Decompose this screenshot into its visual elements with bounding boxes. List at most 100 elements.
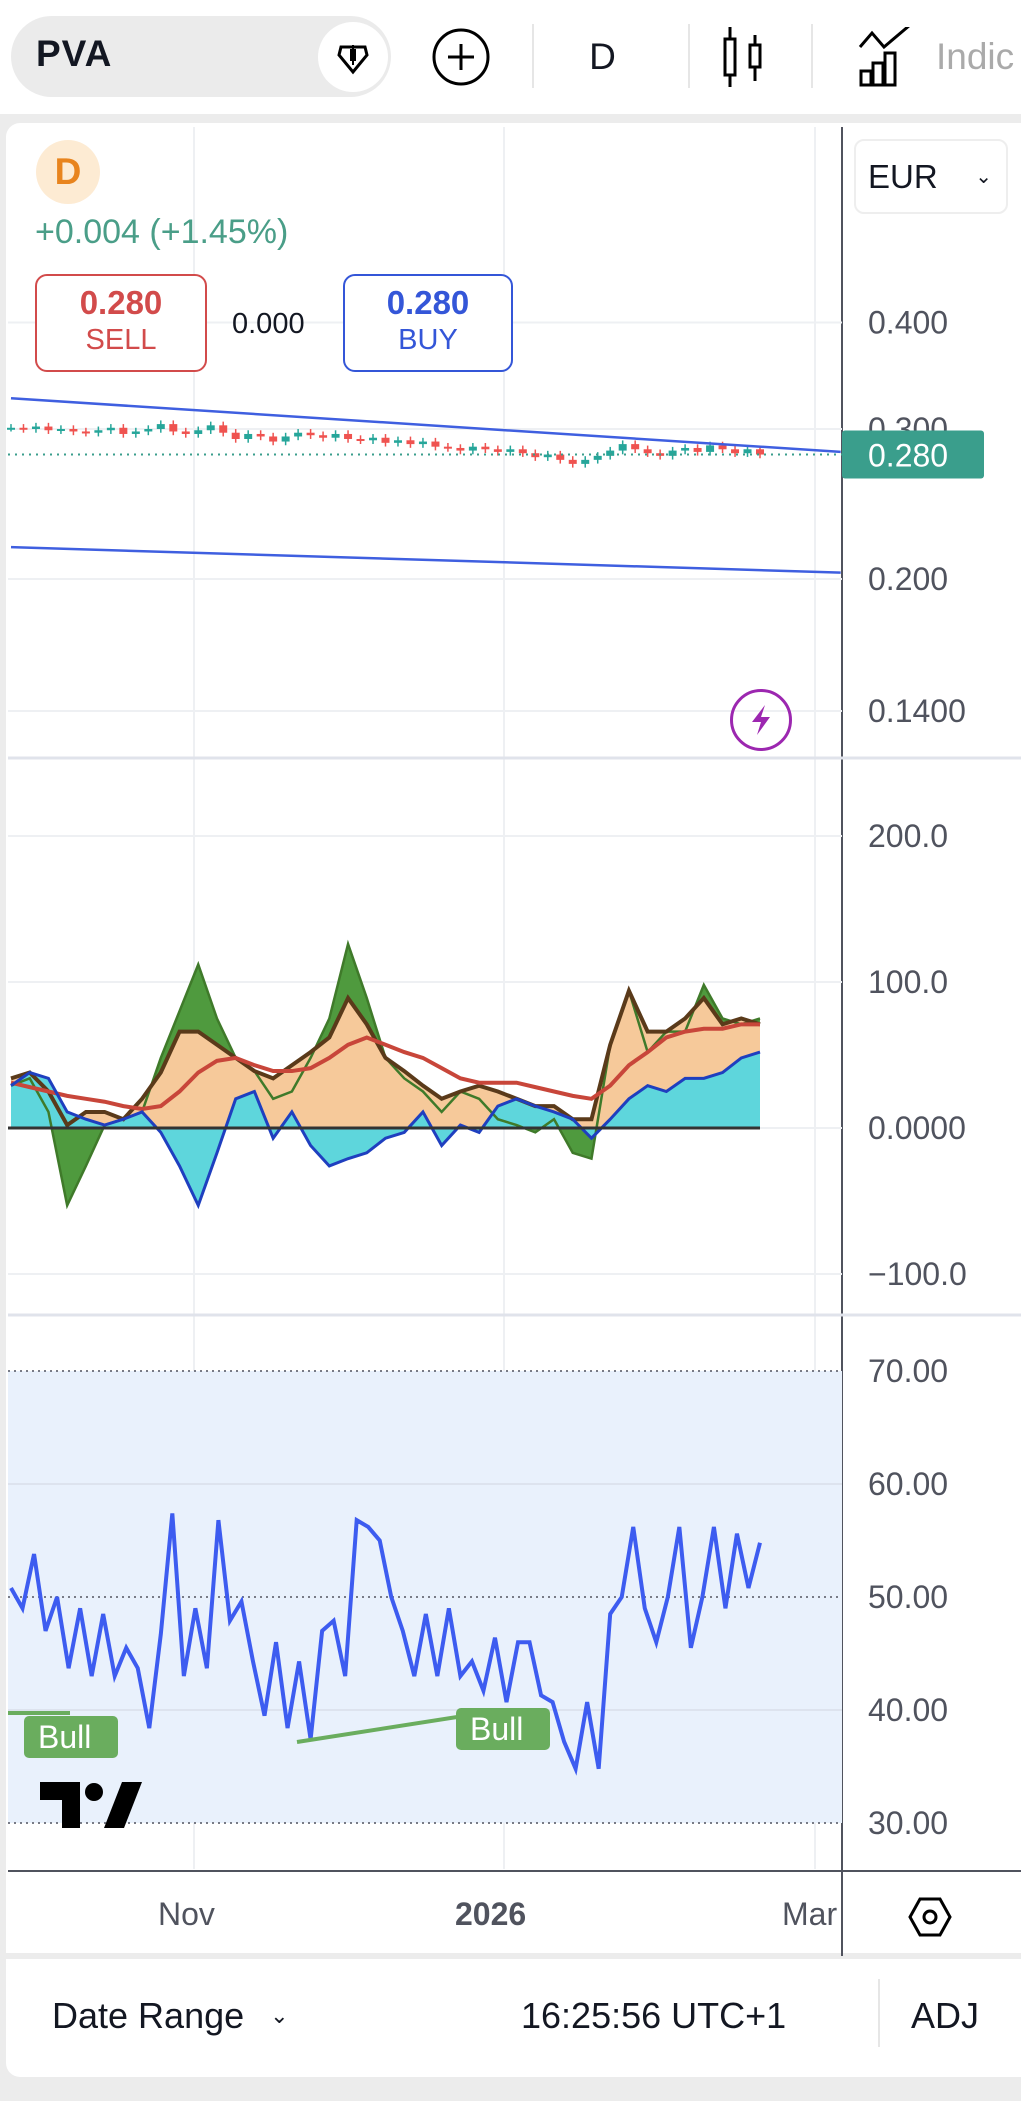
candle-body (69, 429, 78, 432)
rsi-tick-label: 70.00 (868, 1353, 948, 1389)
candle (94, 426, 103, 437)
price-change: +0.004 (+1.45%) (35, 213, 289, 251)
candle (219, 421, 228, 437)
lightning-icon[interactable] (730, 689, 792, 751)
candle-body (693, 447, 702, 452)
candle-body (506, 449, 515, 452)
symbol-name[interactable]: PVA (36, 33, 113, 74)
candle (456, 444, 465, 455)
candle (331, 430, 340, 442)
candle (643, 445, 652, 457)
candle-body (369, 437, 378, 441)
candle-body (306, 432, 315, 436)
candle (244, 430, 253, 443)
candle-body (631, 444, 640, 450)
candle-body (706, 445, 715, 452)
candle (581, 456, 590, 468)
candle-body (194, 430, 203, 434)
sell-price: 0.280 (79, 284, 163, 321)
candle (56, 425, 65, 434)
bull-label-text: Bull (470, 1711, 523, 1747)
candle (306, 429, 315, 439)
candle (31, 422, 40, 433)
candle (69, 425, 78, 436)
candle (169, 420, 178, 436)
oscillator-tick-label: 0.0000 (868, 1110, 966, 1146)
candle (19, 424, 28, 433)
candle-body (681, 447, 690, 451)
price-tick-label: 0.400 (868, 305, 948, 341)
rsi-tick-label: 40.00 (868, 1692, 948, 1728)
indicators-button[interactable]: Indic (936, 35, 1015, 77)
candle-body (7, 427, 15, 430)
date-range-label: Date Range (52, 1995, 245, 2036)
candle (443, 443, 452, 452)
candle (44, 422, 53, 434)
oscillator-tick-label: 200.0 (868, 818, 948, 854)
candle-body (81, 431, 90, 434)
candle-body (119, 427, 128, 434)
candle-body (718, 445, 727, 450)
settings-icon[interactable] (908, 1895, 952, 1944)
candle-body (144, 429, 153, 432)
chart-canvas[interactable]: 0.4000.2000.14000.3000.280200.0100.00.00… (0, 0, 1021, 1960)
indicators-icon[interactable] (856, 16, 916, 97)
candle-body (344, 433, 353, 440)
date-range-button[interactable]: Date Range ⌄ (52, 1995, 289, 2037)
rsi-tick-label: 30.00 (868, 1805, 948, 1841)
candle-body (606, 450, 615, 456)
candle (481, 443, 490, 453)
delayed-badge[interactable]: D (36, 140, 100, 204)
candle-body (256, 433, 265, 437)
diamond-icon[interactable] (318, 22, 388, 92)
candle-body (56, 429, 65, 431)
divider (532, 24, 534, 88)
candle-body (294, 432, 303, 437)
tradingview-logo[interactable] (40, 1782, 142, 1835)
candle-body (331, 433, 340, 438)
candle (743, 445, 752, 457)
buy-label: BUY (398, 324, 458, 356)
last-price-badge (842, 430, 984, 479)
candle (493, 445, 502, 456)
candle (618, 440, 627, 455)
sell-label: SELL (85, 324, 157, 356)
candle (606, 446, 615, 460)
candle-body (206, 425, 215, 431)
candles-icon[interactable] (716, 16, 772, 97)
candle (144, 425, 153, 436)
currency-dropdown[interactable]: EUR ⌄ (854, 139, 1008, 214)
candle (369, 434, 378, 444)
candle (206, 421, 215, 434)
rsi-line (9, 1513, 762, 1776)
candle-body (593, 455, 602, 460)
trendline (10, 397, 841, 454)
plus-circle-icon[interactable] (428, 16, 494, 97)
candle-body (219, 425, 228, 433)
adjust-button[interactable]: ADJ (911, 1995, 980, 2036)
rsi-tick-label: 60.00 (868, 1466, 948, 1502)
candle-body (44, 426, 53, 431)
buy-button[interactable]: 0.280 BUY (343, 274, 513, 372)
candle (631, 440, 640, 453)
divider (811, 24, 813, 88)
candle-body (418, 441, 427, 445)
candle-body (756, 449, 764, 455)
candle (406, 436, 415, 448)
candle-body (231, 432, 240, 440)
oscillator-tick-label: −100.0 (868, 1256, 967, 1292)
candle (356, 435, 365, 444)
candle-body (643, 449, 652, 454)
candle (194, 426, 203, 438)
candle-body (393, 440, 402, 443)
last-price-label: 0.280 (868, 438, 948, 474)
price-tick-label: 0.1400 (868, 693, 966, 729)
candle (468, 443, 477, 455)
signal-line (10, 1050, 761, 1210)
x-tick-mar: Mar (782, 1896, 838, 1932)
bottom-bar: Date Range ⌄ 16:25:56 UTC+1 ADJ (6, 1959, 1021, 2077)
interval-button[interactable]: D (589, 35, 616, 77)
clock-time[interactable]: 16:25:56 UTC+1 (521, 1995, 787, 2036)
price-tick-label: 0.200 (868, 561, 948, 597)
sell-button[interactable]: 0.280 SELL (35, 274, 207, 372)
